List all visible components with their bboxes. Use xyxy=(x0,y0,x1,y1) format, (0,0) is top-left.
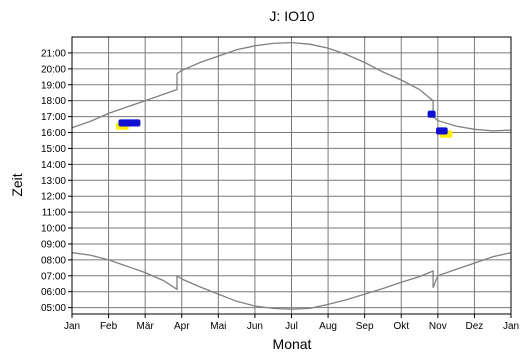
x-tick-label: Jan xyxy=(503,321,519,332)
y-tick-label: 16:00 xyxy=(41,128,66,139)
y-tick-label: 05:00 xyxy=(41,303,66,314)
x-tick-label: Okt xyxy=(393,321,409,332)
y-tick-label: 17:00 xyxy=(41,112,66,123)
x-tick-label: Dez xyxy=(466,321,484,332)
y-tick-label: 09:00 xyxy=(41,239,66,250)
x-tick-label: Nov xyxy=(429,321,447,332)
x-tick-label: Mai xyxy=(210,321,226,332)
y-tick-label: 14:00 xyxy=(41,160,66,171)
x-tick-labels: Jan Feb Mär Apr Mai Jun Jul Aug Sep Okt Nov Dez Jan xyxy=(64,314,519,332)
y-tick-label: 10:00 xyxy=(41,224,66,235)
x-tick-label: Feb xyxy=(100,321,118,332)
y-tick-label: 07:00 xyxy=(41,271,66,282)
y-tick-label: 06:00 xyxy=(41,287,66,298)
y-tick-label: 20:00 xyxy=(41,64,66,75)
event-mark xyxy=(436,127,448,135)
x-tick-label: Jan xyxy=(64,321,80,332)
chart-title: J: IO10 xyxy=(269,8,314,24)
event-mark xyxy=(427,110,436,118)
y-tick-label: 21:00 xyxy=(41,48,66,59)
x-tick-label: Mär xyxy=(137,321,155,332)
series-layer xyxy=(71,41,512,310)
y-tick-label: 08:00 xyxy=(41,255,66,266)
plot-grid xyxy=(71,37,512,314)
y-tick-label: 12:00 xyxy=(41,192,66,203)
y-tick-labels: 05:00 06:00 07:00 08:00 09:00 10:00 11:00 12:00… xyxy=(41,48,72,314)
x-axis-label: Monat xyxy=(273,336,312,352)
x-tick-label: Apr xyxy=(174,321,190,332)
y-tick-label: 13:00 xyxy=(41,176,66,187)
x-tick-label: Sep xyxy=(356,321,374,332)
y-tick-label: 19:00 xyxy=(41,80,66,91)
y-axis-label: Zeit xyxy=(9,173,25,196)
event-mark xyxy=(118,119,141,127)
y-tick-label: 18:00 xyxy=(41,96,66,107)
y-tick-label: 11:00 xyxy=(42,208,67,219)
x-tick-label: Jun xyxy=(247,321,263,332)
x-tick-label: Aug xyxy=(319,321,337,332)
y-tick-label: 15:00 xyxy=(41,144,66,155)
series-line-sunrise xyxy=(71,252,512,310)
event-marks xyxy=(115,110,453,138)
x-tick-label: Jul xyxy=(285,321,298,332)
series-line-sunset xyxy=(71,41,512,132)
